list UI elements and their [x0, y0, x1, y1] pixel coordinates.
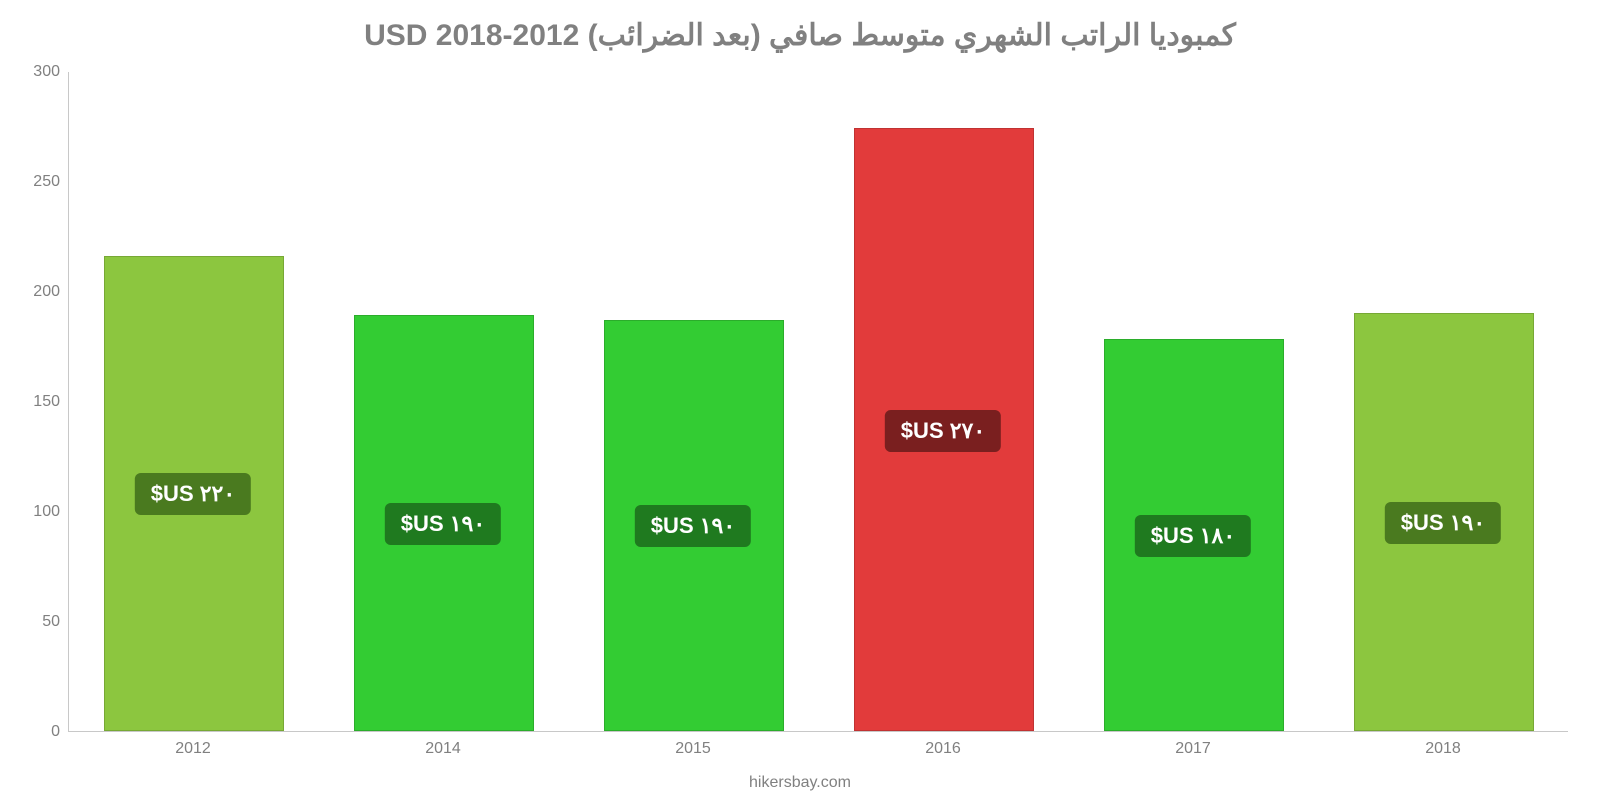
x-tick-label: 2017: [1175, 740, 1211, 758]
chart-title: كمبوديا الراتب الشهري متوسط صافي (بعد ال…: [0, 18, 1600, 53]
plot-area: [68, 72, 1568, 732]
bar-value-label: ٢٢٠ US$: [135, 473, 251, 515]
y-tick-label: 300: [10, 63, 60, 81]
y-tick-label: 150: [10, 393, 60, 411]
bar-value-label: ١٨٠ US$: [1135, 515, 1251, 557]
y-tick-label: 100: [10, 503, 60, 521]
x-tick-label: 2016: [925, 740, 961, 758]
y-tick-label: 0: [10, 723, 60, 741]
source-label: hikersbay.com: [0, 774, 1600, 792]
x-tick-label: 2012: [175, 740, 211, 758]
x-tick-label: 2014: [425, 740, 461, 758]
x-tick-label: 2015: [675, 740, 711, 758]
bar-value-label: ١٩٠ US$: [1385, 502, 1501, 544]
y-tick-label: 200: [10, 283, 60, 301]
bar-value-label: ١٩٠ US$: [385, 503, 501, 545]
x-tick-label: 2018: [1425, 740, 1461, 758]
y-tick-label: 250: [10, 173, 60, 191]
bar-value-label: ٢٧٠ US$: [885, 410, 1001, 452]
bar-value-label: ١٩٠ US$: [635, 505, 751, 547]
y-tick-label: 50: [10, 613, 60, 631]
